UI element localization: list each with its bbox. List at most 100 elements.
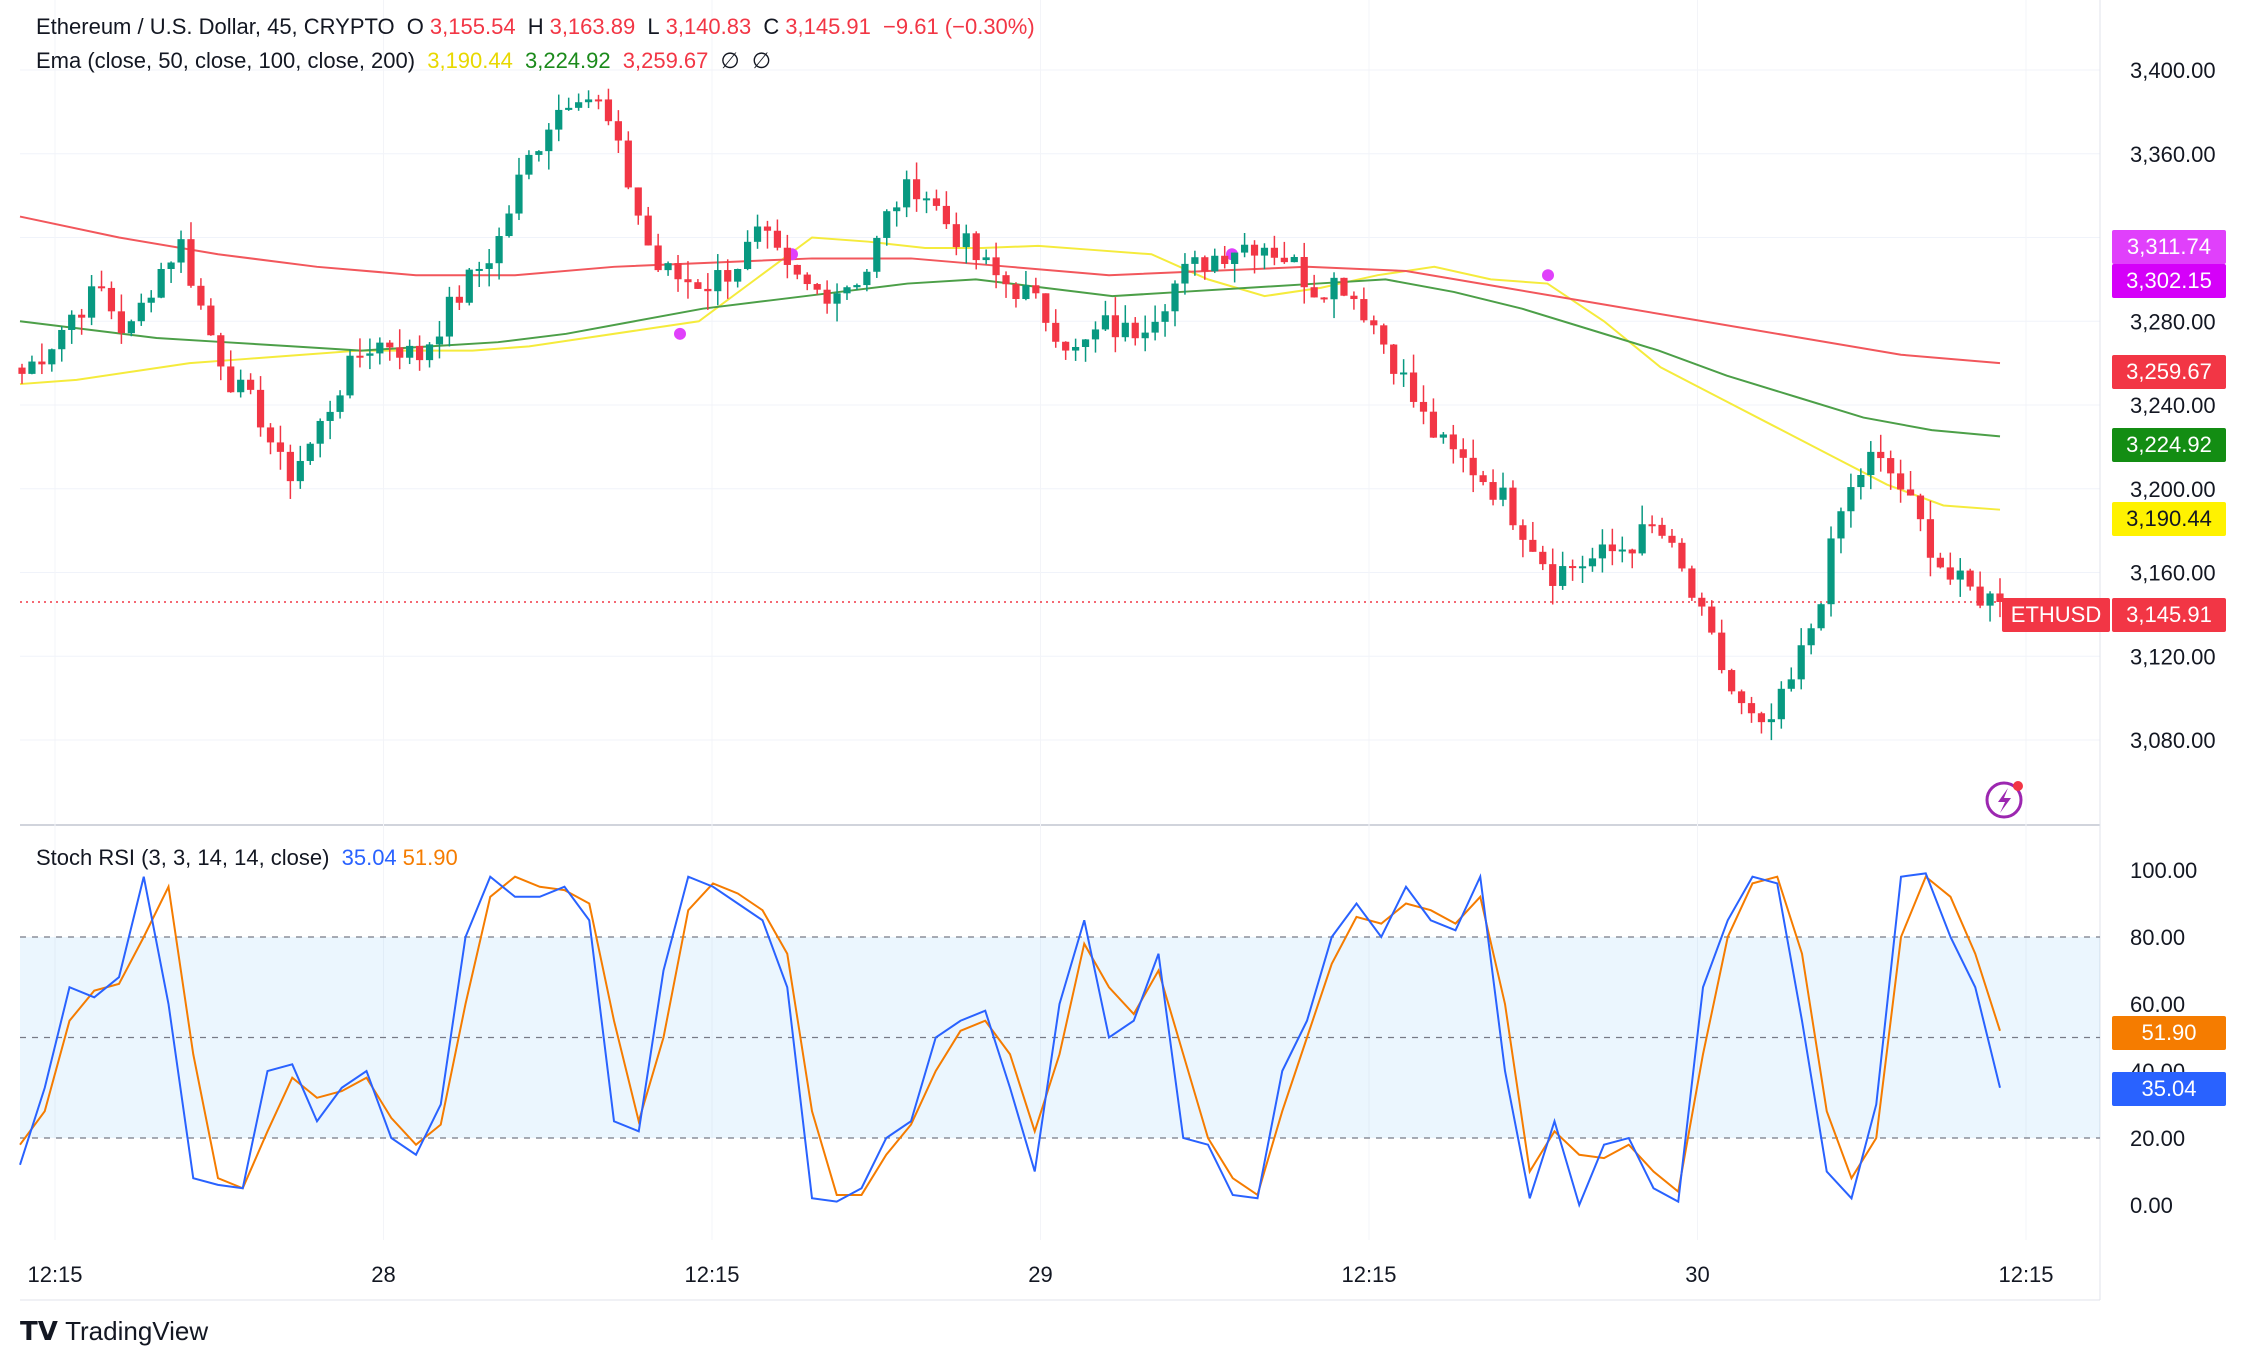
candle-down: [107, 287, 116, 312]
candle-up: [127, 321, 135, 334]
ema200-tag: 3,259.67: [2112, 355, 2226, 389]
candle-up: [1767, 719, 1775, 723]
ema-lines: [19, 215, 2001, 603]
candle-down: [634, 187, 642, 216]
candle-down: [415, 345, 424, 361]
candle-down: [644, 215, 652, 246]
candle-up: [743, 241, 752, 269]
candle-up: [1101, 315, 1110, 330]
open-value: 3,155.54: [429, 14, 516, 39]
stoch-label[interactable]: Stoch RSI (3, 3, 14, 14, close): [36, 845, 330, 870]
candle-up: [465, 269, 473, 303]
time-tick-label: 12:15: [27, 1262, 82, 1287]
candle-up: [575, 102, 583, 108]
tradingview-name: TradingView: [65, 1316, 209, 1346]
candle-down: [1946, 567, 1954, 580]
candle-down: [1479, 475, 1487, 483]
candle-up: [157, 269, 165, 298]
candle-up: [962, 233, 970, 248]
candle-up: [425, 344, 434, 361]
candle-up: [1857, 474, 1865, 488]
candle-down: [276, 442, 285, 452]
candle-up: [545, 129, 553, 152]
candle-up: [833, 293, 841, 304]
candle-up: [714, 270, 722, 292]
candle-down: [1708, 606, 1716, 633]
time-tick-label: 12:15: [684, 1262, 739, 1287]
candle-up: [843, 287, 851, 294]
candle-up: [1121, 322, 1129, 338]
candle-down: [1201, 257, 1209, 272]
candle-down: [1688, 568, 1696, 598]
ema-cross-marker: [1542, 269, 1554, 282]
ema-empty-2: ∅: [751, 48, 771, 73]
candle-up: [1867, 451, 1875, 475]
candle-down: [1032, 285, 1040, 294]
price-tick-label: 3,080.00: [2130, 728, 2216, 753]
candle-down: [1509, 487, 1517, 526]
candle-down: [1568, 566, 1577, 569]
price-tag-1: 3,311.74: [2112, 230, 2226, 264]
candle-down: [624, 140, 632, 188]
candle-up: [485, 263, 493, 269]
ema-line-ema-200: [19, 215, 2001, 365]
candle-down: [1966, 570, 1974, 587]
candle-up: [1171, 283, 1179, 312]
candle-up: [883, 211, 891, 238]
candle-down: [803, 274, 811, 285]
candle-down: [1996, 593, 2004, 603]
candle-down: [117, 311, 125, 334]
candle-down: [1310, 287, 1318, 298]
stoch-tick-label: 100.00: [2130, 858, 2197, 883]
candle-up: [1191, 257, 1199, 264]
candle-down: [1340, 277, 1348, 296]
stoch-tick-label: 60.00: [2130, 992, 2185, 1017]
candle-down: [674, 263, 682, 280]
candle-up: [28, 361, 36, 374]
candle-down: [1131, 322, 1139, 339]
candle-up: [525, 154, 533, 175]
candle-down: [1897, 473, 1905, 490]
candle-down: [1728, 670, 1736, 692]
candle-down: [1936, 557, 1944, 568]
candle-down: [207, 305, 215, 336]
time-tick-label: 12:15: [1341, 1262, 1396, 1287]
candle-down: [1111, 315, 1119, 338]
price-tick-label: 3,360.00: [2130, 142, 2216, 167]
ema-label[interactable]: Ema (close, 50, close, 100, close, 200): [36, 48, 416, 73]
candle-down: [763, 226, 772, 231]
ema-line-ema-100: [19, 278, 2001, 438]
candle-down: [1052, 322, 1060, 342]
candle-down: [1539, 551, 1547, 565]
time-tick-label: 30: [1685, 1262, 1709, 1287]
ema200-value: 3,259.67: [622, 48, 709, 73]
candle-down: [97, 286, 106, 289]
candle-down: [187, 239, 195, 286]
candle-down: [1916, 495, 1925, 520]
candle-up: [445, 296, 454, 337]
candle-up: [1638, 524, 1646, 554]
candle-up: [68, 314, 76, 330]
candle-down: [1648, 524, 1656, 527]
ema-line-ema-50: [19, 236, 2001, 511]
symbol-title[interactable]: Ethereum / U.S. Dollar, 45, CRYPTO: [36, 14, 395, 39]
candle-up: [406, 345, 414, 358]
candle-up: [555, 109, 563, 130]
price-tick-label: 3,200.00: [2130, 477, 2216, 502]
stoch-tick-label: 20.00: [2130, 1126, 2185, 1151]
open-label: O: [406, 14, 424, 39]
candle-down: [1370, 320, 1378, 326]
candles[interactable]: [18, 88, 2004, 741]
price-tick-label: 3,120.00: [2130, 644, 2216, 669]
candle-up: [1260, 247, 1269, 256]
alerts-icon: [1985, 781, 2023, 819]
ema100-tag: 3,224.92: [2112, 428, 2226, 462]
stoch-tick-label: 80.00: [2130, 925, 2185, 950]
stoch-d-tag: 51.90: [2112, 1016, 2226, 1050]
candle-up: [1330, 277, 1338, 300]
candle-up: [366, 353, 374, 356]
price-tick-label: 3,240.00: [2130, 393, 2216, 418]
tradingview-icon: 𝗧𝗩: [20, 1316, 58, 1346]
tradingview-logo[interactable]: 𝗧𝗩 TradingView: [20, 1316, 208, 1347]
